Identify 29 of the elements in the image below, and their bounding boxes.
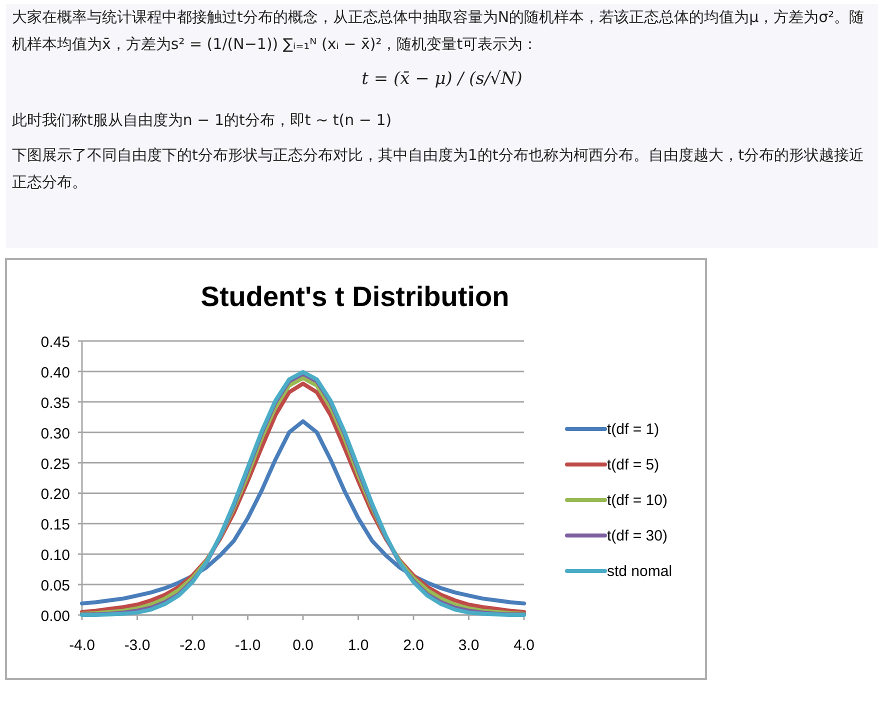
y-tick-label: 0.25 <box>40 456 70 473</box>
x-tick-label: -1.0 <box>234 637 261 654</box>
x-tick-label: -4.0 <box>69 637 95 654</box>
legend-label: t(df = 1) <box>607 421 660 438</box>
x-tick-label: 3.0 <box>458 637 480 654</box>
annotation: 此时我们称t服从自由度为n − 1的t分布，即t ∼ t(n − 1) <box>12 110 393 131</box>
legend-label: std nomal <box>607 563 672 580</box>
legend-label: t(df = 10) <box>607 492 668 509</box>
annotation: 大家在概率与统计课程中都接触过t分布的概念，从正态总体中抽取容量为N的随机样本，若该正态总体的均值为μ，方差为σ²。随机样本均值为x̄，方差为s² = (1/(N−1)) ∑ᵢ₌₁ᴺ (xᵢ − x̄)²，随机变量t可表示为： <box>12 7 866 55</box>
x-tick-label: 2.0 <box>403 637 424 654</box>
x-tick-label: 1.0 <box>348 637 369 654</box>
annotation: t = (x̄ − μ) / (s/√N) <box>360 68 524 91</box>
y-tick-label: 0.35 <box>40 394 70 412</box>
x-tick-label: 0.0 <box>292 637 314 654</box>
x-tick-label: -3.0 <box>124 637 150 654</box>
annotation: 下图展示了不同自由度下的t分布形状与正态分布对比，其中自由度为1的t分布也称为柯西分布。自由度越大，t分布的形状越接近正态分布。 <box>12 145 866 193</box>
x-tick-label: -2.0 <box>180 637 206 654</box>
legend-label: t(df = 5) <box>607 456 660 474</box>
y-tick-label: 0.30 <box>40 425 70 442</box>
y-tick-label: 0.10 <box>40 547 70 564</box>
y-tick-label: 0.45 <box>40 334 70 351</box>
y-tick-label: 0.15 <box>40 516 70 534</box>
y-tick-label: 0.20 <box>40 486 70 504</box>
legend-label: t(df = 30) <box>607 528 668 544</box>
y-tick-label: 0.00 <box>40 608 70 625</box>
y-tick-label: 0.40 <box>40 364 70 382</box>
title: Student's t Distribution <box>200 281 510 312</box>
x-tick-label: 4.0 <box>514 637 534 654</box>
y-tick-label: 0.05 <box>40 578 70 595</box>
